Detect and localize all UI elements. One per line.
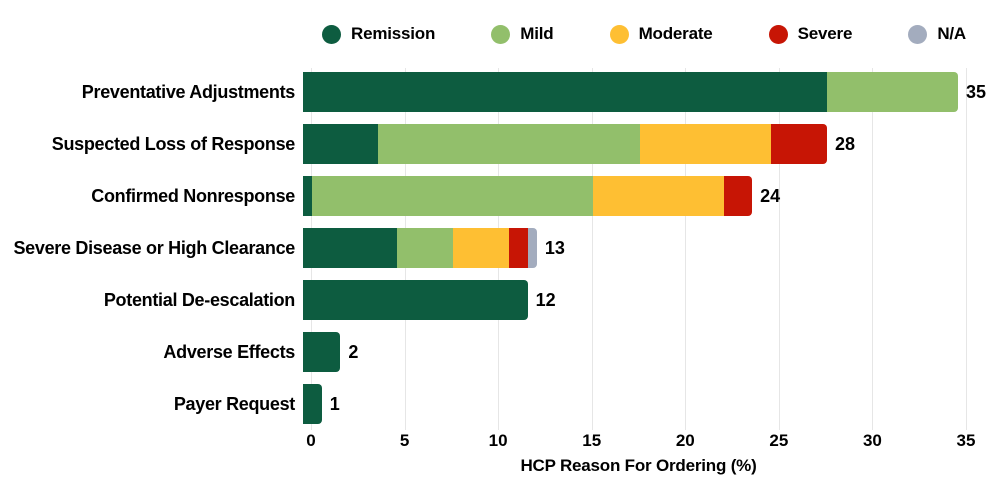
legend-label: N/A [937, 24, 966, 43]
bar-segment-remission [303, 124, 378, 164]
legend-label: Severe [797, 24, 853, 43]
bar-segment-remission [303, 384, 322, 424]
legend-dot-icon [768, 24, 788, 44]
legend-item-remission: Remission [322, 24, 435, 44]
legend-label: Remission [351, 24, 436, 43]
category-label: Severe Disease or High Clearance [13, 237, 295, 258]
bar-total-label: 28 [835, 134, 856, 154]
bar-track: 24 [303, 176, 958, 216]
bar-segment-n-a [527, 228, 537, 268]
x-axis-tick-label: 0 [306, 431, 316, 450]
bar-segment-severe [508, 228, 528, 268]
legend-item-moderate: Moderate [609, 24, 713, 44]
bar-track: 12 [303, 280, 958, 320]
bar-track: 2 [303, 332, 958, 372]
chart-legend: Remission Mild Moderate Severe N/A [322, 24, 966, 44]
category-label: Suspected Loss of Response [51, 133, 296, 154]
bar-segment-remission [303, 176, 313, 216]
legend-item-n-a: N/A [908, 24, 966, 44]
legend-label: Moderate [638, 24, 713, 43]
x-axis-tick-label: 15 [582, 431, 602, 450]
legend-item-severe: Severe [768, 24, 853, 44]
bar-track: 35 [303, 72, 986, 112]
bar-segment-mild [827, 72, 958, 112]
bar-track: 1 [303, 384, 958, 424]
bar-track: 13 [303, 228, 958, 268]
bar-total-label: 1 [329, 394, 340, 414]
x-axis-title: HCP Reason For Ordering (%) [520, 456, 757, 475]
bar-total-label: 13 [544, 238, 565, 258]
x-axis-tick-label: 20 [675, 431, 695, 450]
bar-row: Potential De-escalation 12 [0, 274, 1000, 326]
bar-segment-moderate [593, 176, 725, 216]
bar-segment-remission [303, 72, 827, 112]
bar-total-label: 24 [760, 186, 781, 206]
legend-label: Mild [520, 24, 554, 43]
bar-segment-severe [724, 176, 753, 216]
bar-segment-mild [312, 176, 594, 216]
legend-dot-icon [322, 24, 341, 44]
bar-row: Suspected Loss of Response 28 [0, 118, 1000, 170]
x-axis-tick-label: 5 [399, 431, 410, 450]
category-label: Confirmed Nonresponse [91, 185, 295, 206]
bar-total-label: 2 [348, 342, 359, 362]
plot-rows: Preventative Adjustments 35 Suspected Loss… [0, 66, 1000, 430]
bar-row: Preventative Adjustments 35 [0, 66, 1000, 118]
category-label: Payer Request [173, 393, 295, 414]
x-axis-ticks: 0 5 10 15 20 25 30 35 [306, 431, 975, 453]
category-label: Preventative Adjustments [81, 81, 296, 102]
bar-row: Payer Request 1 [0, 378, 1000, 430]
legend-dot-icon [908, 24, 928, 44]
x-axis-tick-label: 25 [769, 431, 789, 450]
legend-item-mild: Mild [491, 24, 554, 44]
bar-segment-mild [377, 124, 640, 164]
legend-dot-icon [491, 24, 511, 44]
x-axis-tick-label: 35 [956, 431, 976, 450]
bar-track: 28 [303, 124, 958, 164]
plot-area: Preventative Adjustments 35 Suspected Loss… [0, 66, 1000, 476]
bar-total-label: 35 [966, 82, 987, 102]
bar-segment-moderate [639, 124, 771, 164]
bar-segment-remission [303, 280, 528, 320]
bar-row: Severe Disease or High Clearance 13 [0, 222, 1000, 274]
bar-row: Adverse Effects 2 [0, 326, 1000, 378]
bar-segment-severe [770, 124, 827, 164]
bar-total-label: 12 [535, 290, 556, 310]
x-axis-tick-label: 10 [488, 431, 508, 450]
bar-segment-remission [303, 228, 397, 268]
bar-row: Confirmed Nonresponse 24 [0, 170, 1000, 222]
x-axis-tick-label: 30 [862, 431, 882, 450]
legend-dot-icon [609, 24, 629, 44]
category-label: Adverse Effects [163, 341, 295, 362]
bar-segment-remission [303, 332, 341, 372]
bar-segment-mild [396, 228, 453, 268]
bar-segment-moderate [452, 228, 509, 268]
category-label: Potential De-escalation [103, 289, 295, 310]
